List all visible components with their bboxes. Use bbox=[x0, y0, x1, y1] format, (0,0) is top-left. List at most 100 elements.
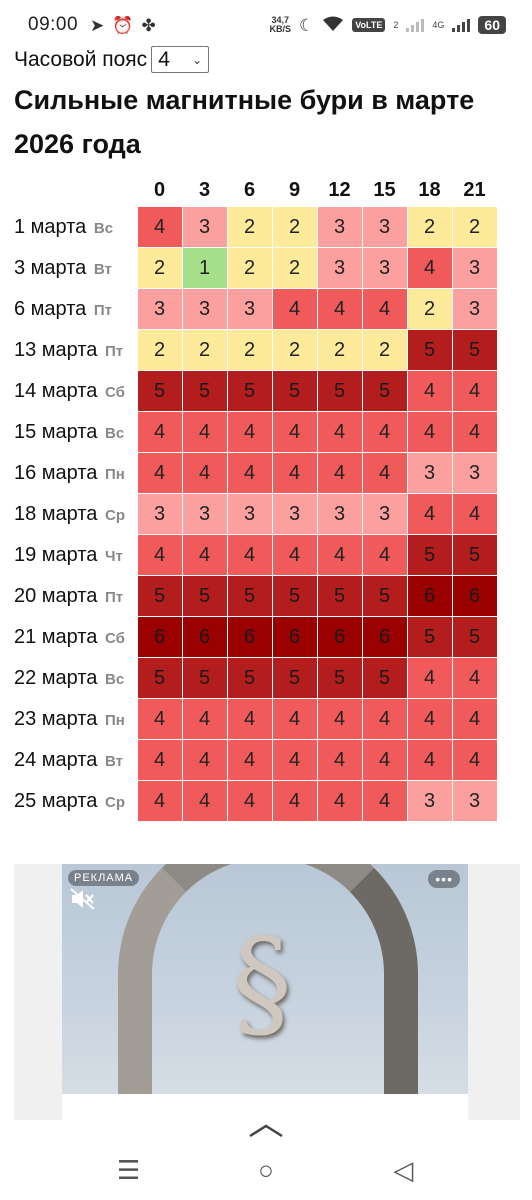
kp-cell: 2 bbox=[226, 247, 273, 289]
table-row: 18 марта Ср 3 3 3 3 3 3 4 4 bbox=[10, 493, 498, 535]
date-label: 14 марта bbox=[14, 379, 98, 402]
kp-cell: 4 bbox=[316, 534, 363, 576]
kp-cell: 4 bbox=[316, 780, 363, 822]
back-icon[interactable]: ◁ bbox=[393, 1154, 414, 1185]
pinwheel-icon: ✤ bbox=[141, 15, 156, 35]
kp-cell: 5 bbox=[226, 575, 273, 617]
signal-sim2-icon bbox=[452, 18, 471, 32]
kp-cell: 2 bbox=[271, 247, 318, 289]
date-label: 20 марта bbox=[14, 584, 98, 607]
kp-cell: 3 bbox=[316, 206, 363, 248]
corner-cell bbox=[10, 174, 137, 207]
date-cell: 14 марта Сб bbox=[10, 371, 137, 412]
kp-cell: 3 bbox=[316, 493, 363, 535]
day-of-week: Ср bbox=[104, 506, 125, 524]
kp-cell: 3 bbox=[136, 288, 183, 330]
kp-cell: 5 bbox=[136, 575, 183, 617]
table-row: 25 марта Ср 4 4 4 4 4 4 3 3 bbox=[10, 780, 498, 822]
kp-cell: 2 bbox=[271, 329, 318, 371]
kp-cell: 4 bbox=[451, 411, 498, 453]
kp-cell: 2 bbox=[451, 206, 498, 248]
ad-block[interactable]: § РЕКЛАМА ••• bbox=[14, 864, 520, 1120]
kp-cell: 5 bbox=[181, 370, 228, 412]
kp-cell: 4 bbox=[406, 247, 453, 289]
kp-cell: 5 bbox=[451, 329, 498, 371]
chevron-up-icon[interactable] bbox=[246, 1120, 286, 1140]
kp-cell: 4 bbox=[181, 739, 228, 781]
table-row: 6 марта Пт 3 3 3 4 4 4 2 3 bbox=[10, 288, 498, 330]
table-row: 16 марта Пн 4 4 4 4 4 4 3 3 bbox=[10, 452, 498, 494]
date-label: 19 марта bbox=[14, 543, 98, 566]
date-cell: 21 марта Сб bbox=[10, 617, 137, 658]
network-speed: 34,7 KB/S bbox=[269, 15, 291, 34]
date-cell: 20 марта Пт bbox=[10, 576, 137, 617]
volte-badge: VoLTE bbox=[352, 18, 386, 32]
kp-cell: 4 bbox=[406, 411, 453, 453]
ad-more-button[interactable]: ••• bbox=[428, 870, 460, 888]
date-label: 3 марта bbox=[14, 256, 87, 279]
date-cell: 1 марта Вс bbox=[10, 207, 137, 248]
kp-cell: 5 bbox=[226, 657, 273, 699]
timezone-label: Часовой пояс bbox=[14, 47, 148, 71]
muted-speaker-icon[interactable] bbox=[70, 888, 96, 916]
date-cell: 22 марта Вс bbox=[10, 658, 137, 699]
date-label: 6 марта bbox=[14, 297, 87, 320]
kp-cell: 5 bbox=[406, 329, 453, 371]
timezone-select[interactable]: 4 ⌄ bbox=[151, 46, 210, 73]
kp-cell: 5 bbox=[181, 657, 228, 699]
hour-header: 6 bbox=[243, 178, 256, 201]
kp-cell: 2 bbox=[136, 329, 183, 371]
day-of-week: Вт bbox=[93, 260, 112, 278]
kp-cell: 2 bbox=[361, 329, 408, 371]
date-label: 22 марта bbox=[14, 666, 98, 689]
kp-cell: 6 bbox=[361, 616, 408, 658]
kp-cell: 3 bbox=[181, 288, 228, 330]
kp-cell: 4 bbox=[136, 780, 183, 822]
kp-cell: 2 bbox=[406, 206, 453, 248]
kp-cell: 2 bbox=[271, 206, 318, 248]
date-label: 18 марта bbox=[14, 502, 98, 525]
kp-cell: 3 bbox=[361, 206, 408, 248]
kp-cell: 4 bbox=[226, 739, 273, 781]
date-cell: 15 марта Вс bbox=[10, 412, 137, 453]
home-icon[interactable]: ○ bbox=[258, 1154, 274, 1185]
kp-cell: 3 bbox=[406, 452, 453, 494]
kp-cell: 5 bbox=[361, 657, 408, 699]
day-of-week: Ср bbox=[104, 793, 125, 811]
ad-logo: § bbox=[232, 914, 292, 1053]
day-of-week: Пн bbox=[104, 711, 125, 729]
kp-cell: 5 bbox=[136, 370, 183, 412]
kp-cell: 4 bbox=[316, 452, 363, 494]
battery-icon: 60 bbox=[478, 16, 506, 34]
kp-cell: 4 bbox=[406, 657, 453, 699]
day-of-week: Вс bbox=[104, 670, 125, 688]
kp-cell: 5 bbox=[406, 616, 453, 658]
kp-cell: 3 bbox=[451, 452, 498, 494]
kp-cell: 3 bbox=[181, 493, 228, 535]
kp-cell: 6 bbox=[181, 616, 228, 658]
kp-cell: 4 bbox=[316, 288, 363, 330]
kp-cell: 5 bbox=[361, 370, 408, 412]
kp-cell: 2 bbox=[181, 329, 228, 371]
hour-header: 21 bbox=[463, 178, 486, 201]
recents-icon[interactable]: ☰ bbox=[117, 1154, 141, 1185]
kp-cell: 4 bbox=[361, 452, 408, 494]
chevron-down-icon: ⌄ bbox=[192, 52, 203, 67]
kp-cell: 5 bbox=[316, 575, 363, 617]
kp-cell: 3 bbox=[316, 247, 363, 289]
table-row: 22 марта Вс 5 5 5 5 5 5 4 4 bbox=[10, 657, 498, 699]
kp-cell: 3 bbox=[451, 780, 498, 822]
kp-cell: 4 bbox=[451, 657, 498, 699]
kp-cell: 3 bbox=[361, 493, 408, 535]
kp-cell: 4 bbox=[136, 452, 183, 494]
alarm-icon: ⏰ bbox=[112, 15, 134, 35]
kp-cell: 4 bbox=[451, 493, 498, 535]
ad-image[interactable]: § РЕКЛАМА ••• bbox=[62, 864, 468, 1094]
date-cell: 13 марта Пт bbox=[10, 330, 137, 371]
day-of-week: Чт bbox=[104, 547, 123, 565]
ad-caption bbox=[62, 1094, 468, 1120]
date-label: 23 марта bbox=[14, 707, 98, 730]
kp-cell: 6 bbox=[316, 616, 363, 658]
kp-cell: 5 bbox=[136, 657, 183, 699]
kp-cell: 5 bbox=[406, 534, 453, 576]
